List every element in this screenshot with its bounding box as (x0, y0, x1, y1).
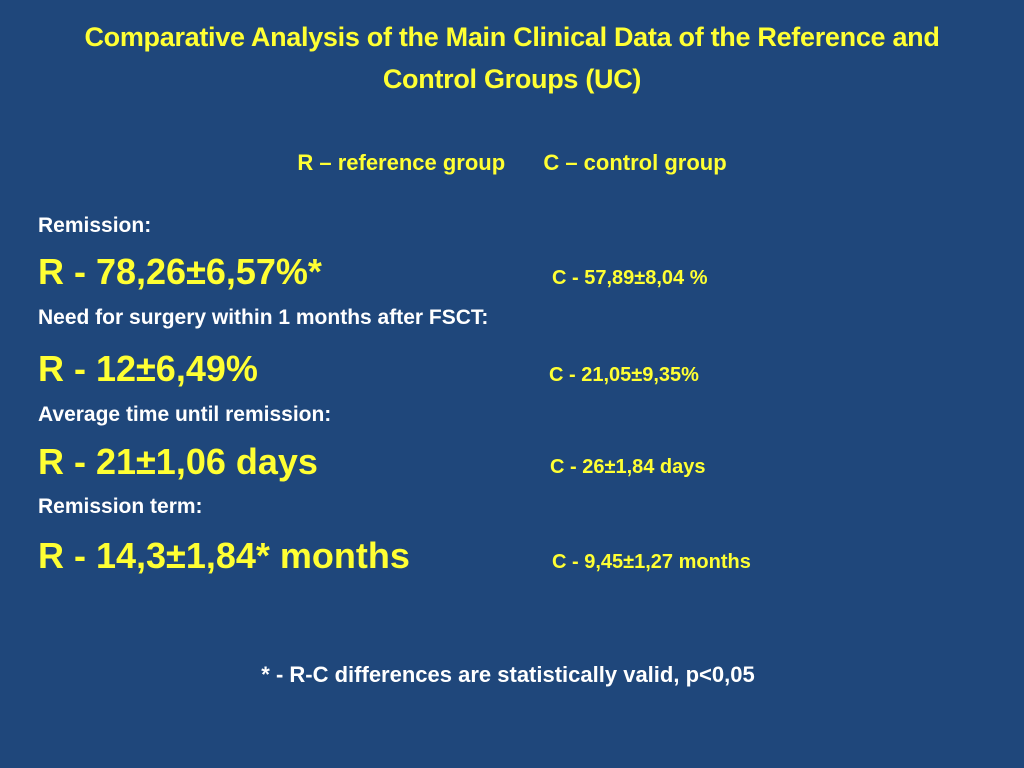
remission-time-label: Average time until remission: (38, 403, 332, 426)
remission-time-control-value: C - 26±1,84 days (550, 456, 706, 478)
remission-term-control-value: C - 9,45±1,27 months (552, 551, 751, 573)
remission-time-reference-value: R - 21±1,06 days (38, 441, 318, 482)
group-legend: R – reference group C – control group (0, 148, 1024, 178)
legend-reference-group: R – reference group (297, 150, 506, 175)
remission-reference-value: R - 78,26±6,57%* (38, 251, 322, 292)
surgery-need-control-value: C - 21,05±9,35% (549, 364, 699, 386)
legend-control-group: C – control group (543, 150, 727, 175)
surgery-need-label: Need for surgery within 1 months after F… (38, 306, 489, 329)
surgery-need-reference-value: R - 12±6,49% (38, 348, 258, 389)
slide-title-line-2: Control Groups (UC) (382, 64, 642, 94)
slide-title: Comparative Analysis of the Main Clinica… (0, 16, 1024, 100)
remission-label: Remission: (38, 214, 152, 237)
slide-title-line-1: Comparative Analysis of the Main Clinica… (84, 22, 940, 52)
remission-control-value: C - 57,89±8,04 % (552, 267, 708, 289)
remission-term-reference-value: R - 14,3±1,84* months (38, 535, 410, 576)
remission-term-label: Remission term: (38, 495, 203, 518)
significance-footnote: * - R-C differences are statistically va… (261, 662, 755, 687)
